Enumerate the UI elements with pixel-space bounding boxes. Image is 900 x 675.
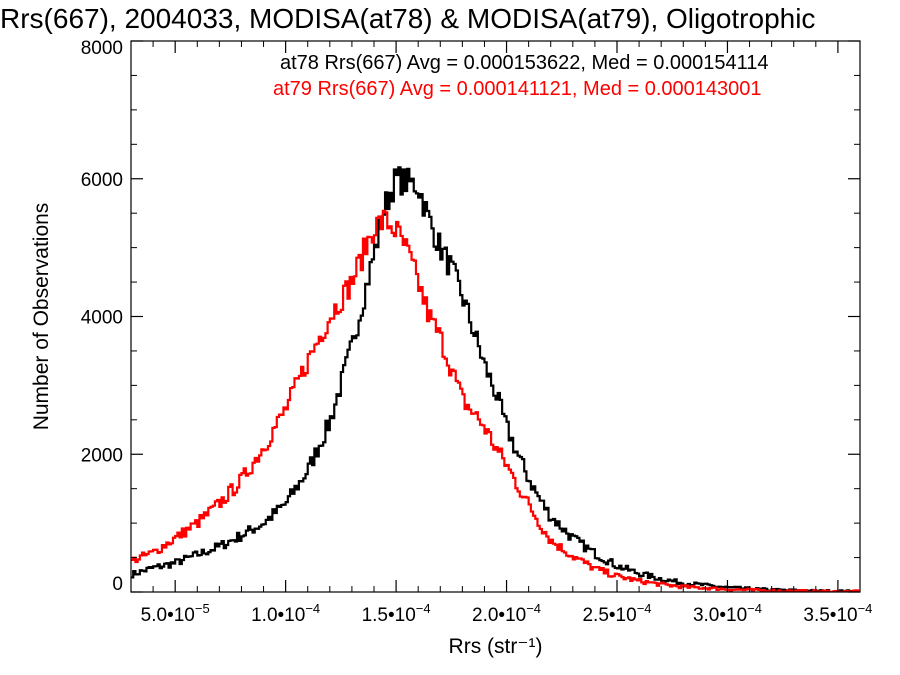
x-tick-label: 3.5•10−4 (803, 601, 872, 626)
chart-title: Rrs(667), 2004033, MODISA(at78) & MODISA… (0, 3, 816, 34)
x-tick-label: 3.0•10−4 (693, 601, 762, 626)
x-axis-label: Rrs (str⁻¹) (449, 635, 543, 658)
y-tick-label: 0 (112, 574, 123, 595)
y-axis-label: Number of Observations (30, 203, 53, 431)
y-tick-label: 4000 (81, 308, 123, 329)
x-tick-label: 1.5•10−4 (362, 601, 431, 626)
series-at79-stats: at79 Rrs(667) Avg = 0.000141121, Med = 0… (273, 78, 762, 100)
y-tick-label: 8000 (81, 38, 123, 59)
series-at78-line (131, 166, 860, 592)
x-tick-label: 2.0•10−4 (472, 601, 541, 626)
plot-frame (130, 40, 861, 593)
series-at79-line (131, 209, 860, 592)
y-tick-label: 6000 (81, 170, 123, 191)
y-tick-label: 2000 (81, 445, 123, 466)
x-tick-label: 5.0•10−5 (141, 601, 210, 626)
x-tick-label: 1.0•10−4 (251, 601, 320, 626)
series-at78-stats: at78 Rrs(667) Avg = 0.000153622, Med = 0… (280, 52, 769, 74)
x-tick-label: 2.5•10−4 (582, 601, 651, 626)
